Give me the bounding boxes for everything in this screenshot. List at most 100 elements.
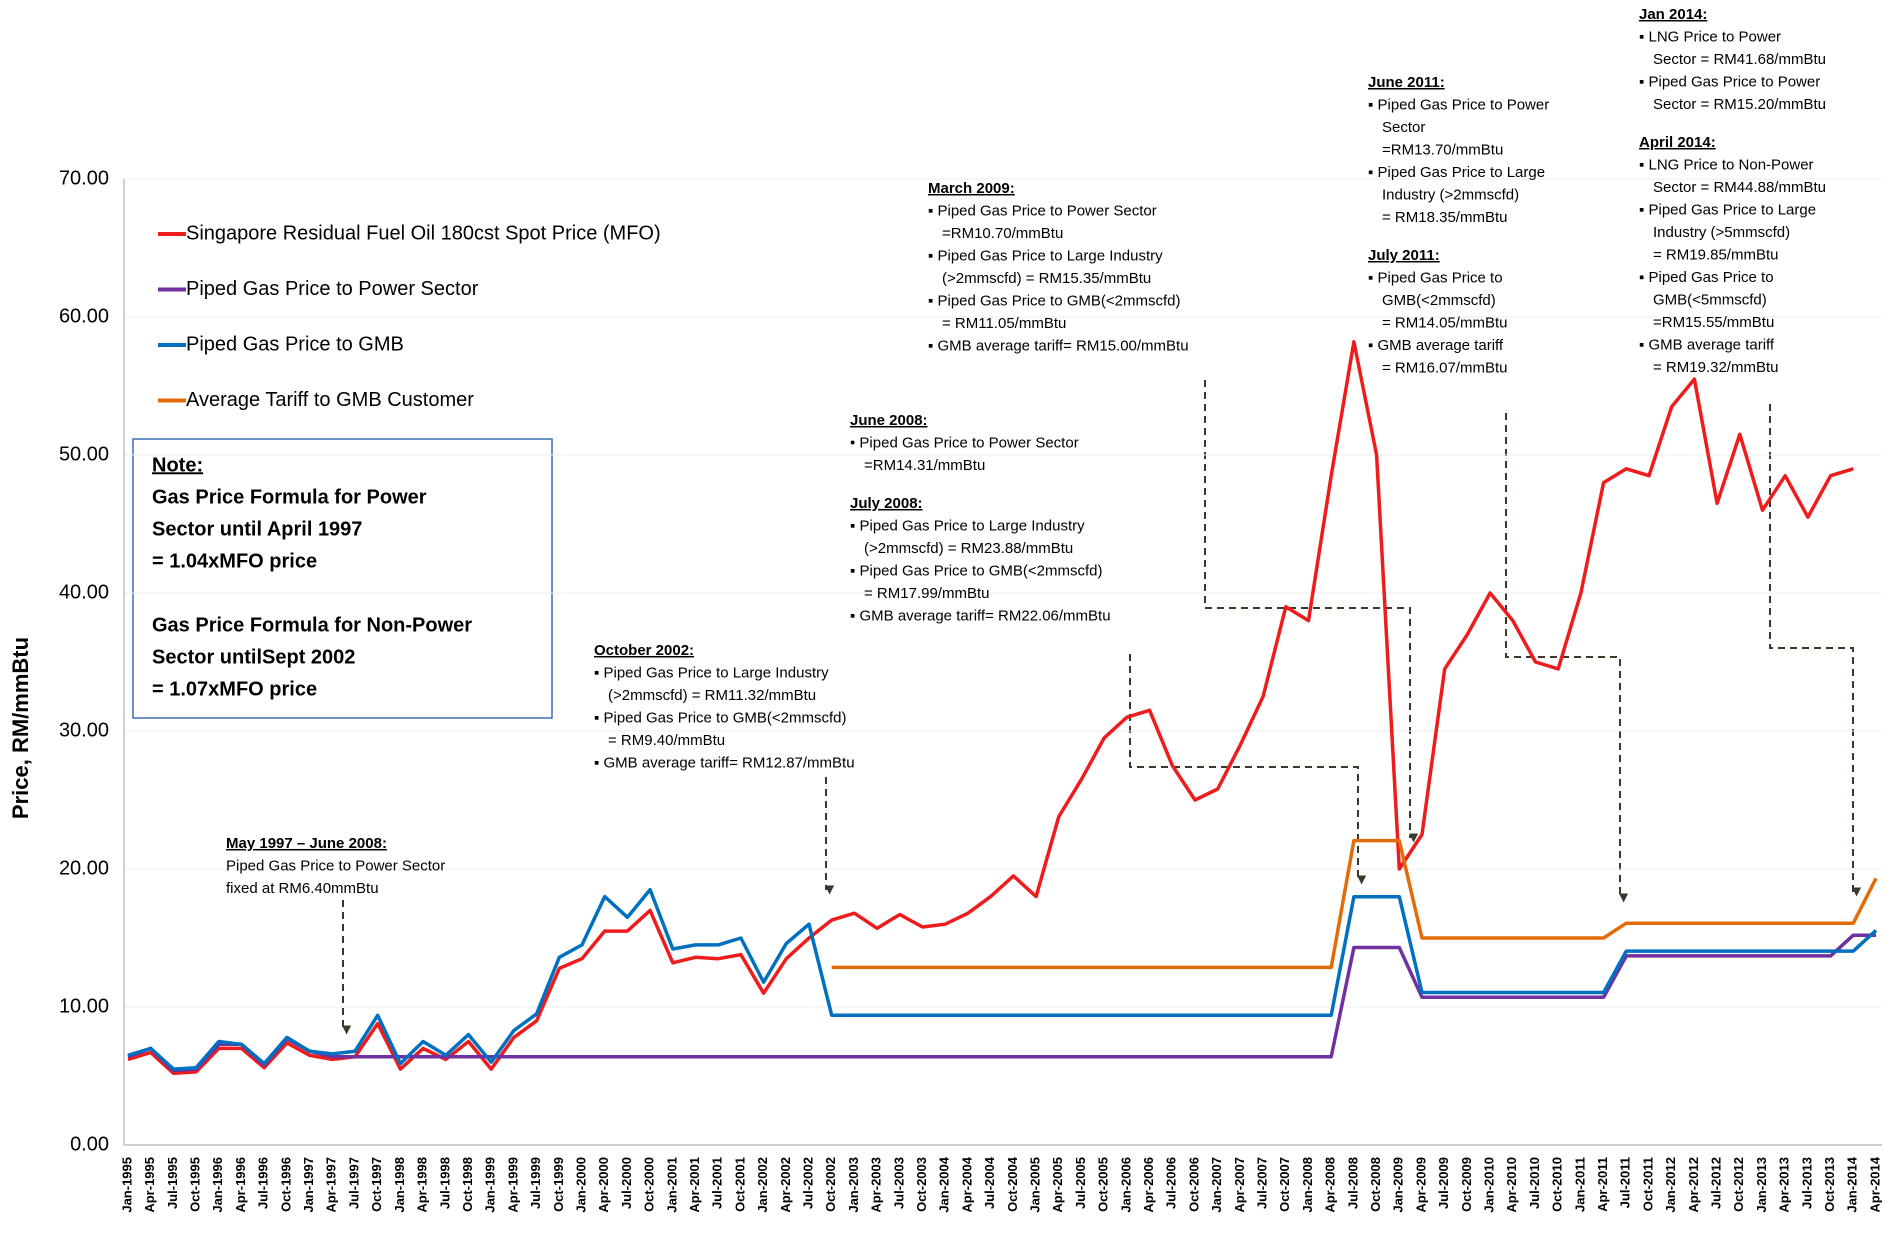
x-tick-label: Oct-1995 xyxy=(188,1157,203,1212)
x-tick-label: Jan-2009 xyxy=(1391,1157,1406,1213)
x-tick-label: Jan-2006 xyxy=(1118,1157,1133,1213)
annotation-line: ▪ Piped Gas Price to Power xyxy=(1368,96,1549,113)
x-tick-label: Oct-1997 xyxy=(369,1157,384,1212)
annotation-line: = RM18.35/mmBtu xyxy=(1382,209,1507,226)
x-tick-label: Jul-1998 xyxy=(437,1157,452,1209)
x-tick-label: Apr-1997 xyxy=(324,1157,339,1213)
annotation-line: ▪ LNG Price to Non-Power xyxy=(1639,156,1814,173)
x-tick-label: Oct-2006 xyxy=(1186,1157,1201,1212)
y-axis-label: Price, RM/mmBtu xyxy=(8,637,33,819)
x-tick-label: Apr-2003 xyxy=(869,1157,884,1213)
y-tick-label: 20.00 xyxy=(59,857,109,879)
x-tick-label: Jan-2005 xyxy=(1027,1157,1042,1213)
x-tick-label: Oct-2004 xyxy=(1005,1156,1020,1212)
annotation-line: Industry (>2mmscfd) xyxy=(1382,186,1519,203)
annotation-line: = RM17.99/mmBtu xyxy=(864,585,989,602)
x-tick-label: Jul-1997 xyxy=(346,1157,361,1209)
x-tick-label: Oct-2011 xyxy=(1640,1157,1655,1211)
x-tick-label: Oct-2009 xyxy=(1459,1157,1474,1212)
x-tick-label: Jan-2007 xyxy=(1209,1157,1224,1213)
annotation-line: ▪ GMB average tariff= RM12.87/mmBtu xyxy=(594,754,855,771)
x-tick-label: Jul-2013 xyxy=(1799,1157,1814,1209)
annotation-heading: October 2002: xyxy=(594,642,694,659)
x-tick-label: Jan-2010 xyxy=(1482,1157,1497,1213)
annotation-line: ▪ Piped Gas Price to xyxy=(1639,269,1774,286)
x-tick-label: Apr-2002 xyxy=(778,1157,793,1213)
x-tick-label: Jan-2014 xyxy=(1845,1156,1860,1212)
annotation-line: ▪ Piped Gas Price to Large Industry xyxy=(594,664,829,681)
x-tick-label: Apr-2008 xyxy=(1323,1157,1338,1213)
y-tick-label: 10.00 xyxy=(59,995,109,1017)
annotation-line: • Piped Gas Price to Power Sector xyxy=(850,434,1079,451)
x-tick-label: Jan-1999 xyxy=(483,1157,498,1213)
x-tick-label: Jan-2004 xyxy=(937,1156,952,1212)
series-line xyxy=(127,933,1876,1073)
x-tick-label: Oct-2007 xyxy=(1277,1157,1292,1212)
y-tick-label: 30.00 xyxy=(59,719,109,741)
x-tick-label: Jul-2001 xyxy=(710,1157,725,1209)
x-tick-label: Jan-1995 xyxy=(119,1157,134,1213)
x-tick-label: Jan-1998 xyxy=(392,1157,407,1213)
x-tick-label: Jul-2000 xyxy=(619,1157,634,1209)
annotation-line: =RM15.55/mmBtu xyxy=(1653,314,1774,331)
x-tick-label: Apr-1999 xyxy=(505,1157,520,1213)
x-tick-label: Apr-2007 xyxy=(1232,1157,1247,1213)
note-line: Gas Price Formula for Power xyxy=(152,486,427,508)
annotation-line: ▪ Piped Gas Price to Power xyxy=(1639,73,1820,90)
x-tick-label: Oct-1998 xyxy=(460,1157,475,1212)
annotation-line: Piped Gas Price to Power Sector xyxy=(226,857,445,874)
y-tick-label: 0.00 xyxy=(70,1133,109,1155)
annotation-line: ▪ LNG Price to Power xyxy=(1639,28,1781,45)
annotation-line: Sector = RM15.20/mmBtu xyxy=(1653,96,1826,113)
x-tick-label: Oct-2013 xyxy=(1822,1157,1837,1212)
annotation-line: ▪ Piped Gas Price to GMB(<2mmscfd) xyxy=(850,562,1102,579)
arrow xyxy=(1769,404,1862,897)
y-tick-label: 60.00 xyxy=(59,305,109,327)
x-tick-label: Jul-2008 xyxy=(1345,1157,1360,1209)
annotation-heading: April 2014: xyxy=(1639,134,1716,151)
x-tick-label: Jan-2011 xyxy=(1572,1157,1587,1212)
annotation-line: =RM14.31/mmBtu xyxy=(864,457,985,474)
note-title: Note: xyxy=(152,454,203,476)
annotation-line: = RM19.85/mmBtu xyxy=(1653,246,1778,263)
annotation-line: Sector = RM41.68/mmBtu xyxy=(1653,51,1826,68)
x-tick-label: Jul-2005 xyxy=(1073,1157,1088,1209)
x-tick-label: Apr-2012 xyxy=(1686,1157,1701,1213)
x-tick-label: Jul-2007 xyxy=(1255,1157,1270,1209)
x-tick-label: Jul-1996 xyxy=(256,1157,271,1209)
annotation-line: ▪ GMB average tariff xyxy=(1639,336,1775,353)
annotation-heading: July 2011: xyxy=(1368,247,1440,264)
x-tick-label: Apr-2004 xyxy=(959,1156,974,1212)
annotation-line: GMB(<5mmscfd) xyxy=(1653,291,1767,308)
x-tick-label: Jul-1999 xyxy=(528,1157,543,1209)
x-tick-label: Jan-2008 xyxy=(1300,1157,1315,1213)
x-tick-label: Jan-2013 xyxy=(1754,1157,1769,1213)
annotation-line: ▪ GMB average tariff= RM22.06/mmBtu xyxy=(850,607,1111,624)
annotation-line: fixed at RM6.40mmBtu xyxy=(226,880,379,897)
x-tick-label: Oct-2003 xyxy=(914,1157,929,1212)
x-tick-label: Jul-2006 xyxy=(1164,1157,1179,1209)
annotation-line: =RM13.70/mmBtu xyxy=(1382,141,1503,158)
note-line: Sector untilSept 2002 xyxy=(152,646,355,668)
annotation-heading: June 2011: xyxy=(1368,74,1445,91)
x-tick-label: Jan-2000 xyxy=(573,1157,588,1213)
x-tick-label: Apr-2006 xyxy=(1141,1157,1156,1213)
annotation-line: ▪ Piped Gas Price to Large xyxy=(1639,201,1816,218)
x-tick-label: Apr-2010 xyxy=(1504,1157,1519,1213)
x-tick-label: Jan-2001 xyxy=(664,1157,679,1213)
annotation-line: ▪ Piped Gas Price to GMB(<2mmscfd) xyxy=(928,292,1180,309)
annotation-line: = RM9.40/mmBtu xyxy=(608,732,725,749)
x-tick-label: Jul-2009 xyxy=(1436,1157,1451,1209)
annotation-line: ▪ Piped Gas Price to GMB(<2mmscfd) xyxy=(594,709,846,726)
x-tick-label: Apr-2000 xyxy=(596,1157,611,1213)
x-tick-label: Apr-2013 xyxy=(1777,1157,1792,1213)
annotation-line: ▪ Piped Gas Price to Large Industry xyxy=(850,517,1085,534)
x-tick-label: Oct-2001 xyxy=(732,1157,747,1212)
x-tick-label: Jul-1995 xyxy=(165,1157,180,1209)
x-tick-label: Oct-2005 xyxy=(1096,1157,1111,1212)
y-tick-label: 40.00 xyxy=(59,581,109,603)
annotation-line: (>2mmscfd) = RM11.32/mmBtu xyxy=(608,687,816,704)
note-line: Gas Price Formula for Non-Power xyxy=(152,614,472,636)
series-line xyxy=(127,340,1854,1075)
annotation-line: = RM19.32/mmBtu xyxy=(1653,359,1778,376)
